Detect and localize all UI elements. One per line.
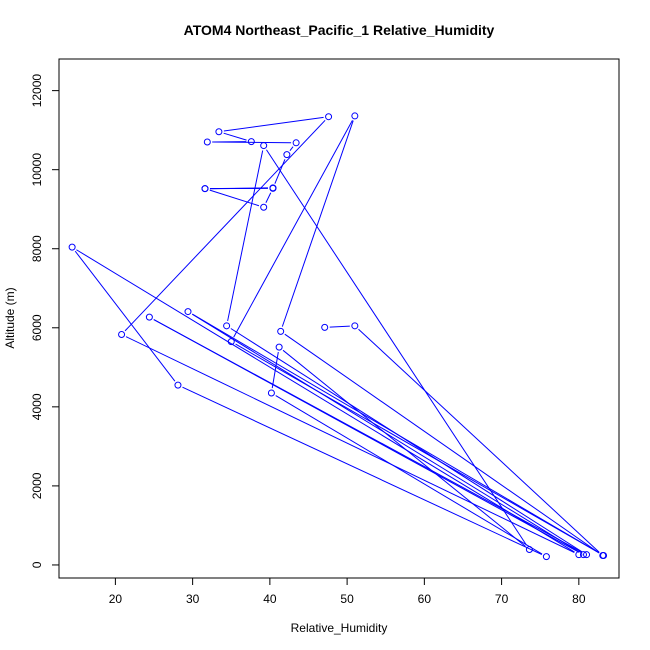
series-segment bbox=[329, 325, 350, 328]
data-point bbox=[68, 243, 76, 251]
data-point bbox=[542, 553, 550, 561]
series-segment bbox=[182, 386, 543, 555]
y-tick-label: 12000 bbox=[30, 74, 44, 108]
series-segment bbox=[281, 120, 354, 327]
data-point bbox=[283, 151, 291, 159]
x-axis-label: Relative_Humidity bbox=[291, 621, 388, 635]
series-segment bbox=[74, 250, 176, 382]
data-point bbox=[525, 546, 533, 554]
series-segment bbox=[358, 328, 600, 553]
series-segment bbox=[282, 349, 526, 547]
x-tick-label: 70 bbox=[495, 592, 509, 606]
series-segment bbox=[192, 313, 600, 554]
x-tick-label: 30 bbox=[186, 592, 200, 606]
data-point bbox=[184, 308, 192, 316]
data-point bbox=[325, 113, 333, 121]
data-point bbox=[269, 184, 277, 192]
y-tick-label: 0 bbox=[30, 561, 44, 568]
data-point bbox=[118, 331, 126, 339]
series-segment bbox=[289, 146, 294, 152]
data-point bbox=[260, 203, 268, 211]
data-point bbox=[203, 138, 211, 146]
data-point bbox=[351, 322, 359, 330]
series-segment bbox=[275, 395, 543, 555]
data-point bbox=[583, 551, 591, 559]
data-point bbox=[267, 389, 275, 397]
y-tick-label: 2000 bbox=[30, 472, 44, 499]
data-point bbox=[145, 313, 153, 321]
x-tick-label: 80 bbox=[572, 592, 586, 606]
y-axis-label: Altitude (m) bbox=[3, 287, 17, 348]
series-segment bbox=[76, 249, 575, 553]
y-axis: 0 2000 4000 6000 8000 10000 12000 bbox=[30, 74, 60, 568]
x-tick-label: 40 bbox=[263, 592, 277, 606]
data-point bbox=[260, 142, 268, 150]
data-point bbox=[351, 112, 359, 120]
series-segment bbox=[153, 319, 580, 553]
y-tick-label: 6000 bbox=[30, 314, 44, 341]
y-tick-label: 4000 bbox=[30, 393, 44, 420]
data-point bbox=[321, 323, 329, 331]
x-tick-label: 50 bbox=[340, 592, 354, 606]
series-segment bbox=[223, 132, 247, 141]
y-tick-label: 8000 bbox=[30, 235, 44, 262]
chart-title: ATOM4 Northeast_Pacific_1 Relative_Humid… bbox=[184, 22, 495, 38]
series-segment bbox=[271, 352, 279, 389]
data-point bbox=[599, 551, 607, 559]
data-point bbox=[292, 139, 300, 147]
x-axis: 20 30 40 50 60 70 80 bbox=[109, 577, 586, 606]
series-segment bbox=[125, 336, 575, 553]
series-segment bbox=[274, 159, 286, 184]
data-point bbox=[223, 322, 231, 330]
data-point bbox=[247, 138, 255, 146]
series-segment bbox=[191, 313, 580, 553]
series-segment bbox=[223, 116, 324, 132]
data-point bbox=[575, 551, 583, 559]
data-point bbox=[174, 381, 182, 389]
data-point bbox=[277, 327, 285, 335]
series-segment bbox=[209, 189, 260, 207]
series-segment bbox=[235, 343, 600, 554]
y-tick-label: 10000 bbox=[30, 153, 44, 187]
series-segment bbox=[124, 119, 326, 332]
series-segment bbox=[265, 192, 272, 203]
data-point bbox=[275, 343, 283, 351]
data-point bbox=[227, 338, 235, 346]
data-point bbox=[579, 551, 587, 559]
series-segment bbox=[266, 149, 528, 546]
series-segment bbox=[284, 333, 599, 554]
data-point bbox=[215, 128, 223, 136]
x-tick-label: 60 bbox=[418, 592, 432, 606]
plot-frame bbox=[58, 58, 620, 579]
data-series bbox=[68, 112, 608, 561]
data-point bbox=[201, 185, 209, 193]
series-segment bbox=[227, 150, 264, 322]
series-segment bbox=[233, 120, 353, 338]
x-tick-label: 20 bbox=[109, 592, 123, 606]
